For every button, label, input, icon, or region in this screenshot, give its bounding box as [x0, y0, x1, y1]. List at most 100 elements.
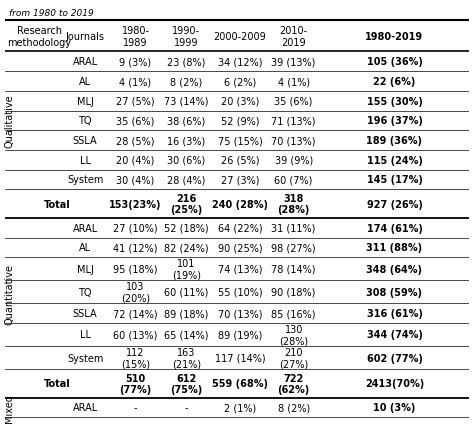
Text: 26 (5%): 26 (5%): [221, 155, 259, 166]
Text: 316 (61%): 316 (61%): [366, 308, 422, 318]
Text: 8 (2%): 8 (2%): [278, 402, 310, 412]
Text: 20 (3%): 20 (3%): [221, 96, 259, 107]
Text: 27 (5%): 27 (5%): [116, 96, 155, 107]
Text: 39 (9%): 39 (9%): [274, 155, 313, 166]
Text: 31 (11%): 31 (11%): [272, 223, 316, 233]
Text: TQ: TQ: [78, 116, 92, 126]
Text: 28 (5%): 28 (5%): [116, 136, 155, 146]
Text: 344 (74%): 344 (74%): [366, 330, 422, 340]
Text: 10 (3%): 10 (3%): [374, 402, 416, 412]
Text: 9 (3%): 9 (3%): [119, 57, 152, 67]
Text: 318
(28%): 318 (28%): [277, 194, 310, 215]
Text: 55 (10%): 55 (10%): [218, 287, 262, 297]
Text: 78 (14%): 78 (14%): [272, 264, 316, 274]
Text: 60 (7%): 60 (7%): [274, 175, 313, 185]
Text: 189 (36%): 189 (36%): [366, 136, 422, 146]
Text: 64 (22%): 64 (22%): [218, 223, 262, 233]
Text: SSLA: SSLA: [73, 308, 98, 318]
Text: 1990-
1999: 1990- 1999: [173, 26, 201, 47]
Text: 72 (14%): 72 (14%): [113, 308, 158, 318]
Text: 39 (13%): 39 (13%): [272, 57, 316, 67]
Text: ARAL: ARAL: [73, 57, 98, 67]
Text: Mixed: Mixed: [4, 393, 14, 422]
Text: 155 (30%): 155 (30%): [366, 96, 422, 107]
Text: 130
(28%): 130 (28%): [279, 324, 308, 345]
Text: 6 (2%): 6 (2%): [224, 77, 256, 87]
Text: 73 (14%): 73 (14%): [164, 96, 209, 107]
Text: Total: Total: [45, 199, 71, 209]
Text: 163
(21%): 163 (21%): [172, 347, 201, 369]
Text: 70 (13%): 70 (13%): [272, 136, 316, 146]
Text: 722
(62%): 722 (62%): [278, 373, 310, 394]
Text: 117 (14%): 117 (14%): [215, 353, 265, 362]
Text: 90 (25%): 90 (25%): [218, 243, 262, 253]
Text: 210
(27%): 210 (27%): [279, 347, 308, 369]
Text: Quantitative: Quantitative: [4, 263, 14, 324]
Text: 27 (10%): 27 (10%): [113, 223, 158, 233]
Text: -: -: [134, 402, 137, 412]
Text: 510
(77%): 510 (77%): [119, 373, 152, 394]
Text: 90 (18%): 90 (18%): [272, 287, 316, 297]
Text: ARAL: ARAL: [73, 223, 98, 233]
Text: LL: LL: [80, 155, 91, 166]
Text: 4 (1%): 4 (1%): [119, 77, 152, 87]
Text: AL: AL: [79, 243, 91, 253]
Text: 27 (3%): 27 (3%): [221, 175, 259, 185]
Text: 28 (4%): 28 (4%): [167, 175, 206, 185]
Text: 74 (13%): 74 (13%): [218, 264, 262, 274]
Text: 1980-
1989: 1980- 1989: [121, 26, 149, 47]
Text: LL: LL: [80, 330, 91, 340]
Text: 927 (26%): 927 (26%): [366, 199, 422, 209]
Text: 85 (16%): 85 (16%): [272, 308, 316, 318]
Text: Total: Total: [45, 378, 71, 388]
Text: Journals: Journals: [65, 32, 105, 42]
Text: 65 (14%): 65 (14%): [164, 330, 209, 340]
Text: 20 (4%): 20 (4%): [116, 155, 155, 166]
Text: 16 (3%): 16 (3%): [167, 136, 206, 146]
Text: 30 (4%): 30 (4%): [117, 175, 155, 185]
Text: 35 (6%): 35 (6%): [274, 96, 313, 107]
Text: 75 (15%): 75 (15%): [218, 136, 263, 146]
Text: MLJ: MLJ: [77, 264, 93, 274]
Text: MLJ: MLJ: [77, 96, 93, 107]
Text: 52 (18%): 52 (18%): [164, 223, 209, 233]
Text: System: System: [67, 175, 103, 185]
Text: -: -: [184, 402, 188, 412]
Text: 559 (68%): 559 (68%): [212, 378, 268, 388]
Text: 2 (1%): 2 (1%): [224, 402, 256, 412]
Text: 145 (17%): 145 (17%): [366, 175, 422, 185]
Text: 308 (59%): 308 (59%): [366, 287, 422, 297]
Text: 2000-2009: 2000-2009: [214, 32, 266, 42]
Text: 153(23%): 153(23%): [109, 199, 162, 209]
Text: 95 (18%): 95 (18%): [113, 264, 158, 274]
Text: 196 (37%): 196 (37%): [366, 116, 422, 126]
Text: 115 (24%): 115 (24%): [366, 155, 422, 166]
Text: 30 (6%): 30 (6%): [167, 155, 206, 166]
Text: 98 (27%): 98 (27%): [271, 243, 316, 253]
Text: 602 (77%): 602 (77%): [366, 353, 422, 362]
Text: 4 (1%): 4 (1%): [278, 77, 310, 87]
Text: 41 (12%): 41 (12%): [113, 243, 158, 253]
Text: 23 (8%): 23 (8%): [167, 57, 206, 67]
Text: 174 (61%): 174 (61%): [366, 223, 422, 233]
Text: 38 (6%): 38 (6%): [167, 116, 206, 126]
Text: 103
(20%): 103 (20%): [121, 281, 150, 303]
Text: ARAL: ARAL: [73, 402, 98, 412]
Text: 71 (13%): 71 (13%): [272, 116, 316, 126]
Text: 52 (9%): 52 (9%): [221, 116, 259, 126]
Text: SSLA: SSLA: [73, 136, 98, 146]
Text: 60 (13%): 60 (13%): [113, 330, 158, 340]
Text: AL: AL: [79, 77, 91, 87]
Text: 89 (18%): 89 (18%): [164, 308, 209, 318]
Text: 101
(19%): 101 (19%): [172, 258, 201, 280]
Text: 82 (24%): 82 (24%): [164, 243, 209, 253]
Text: 240 (28%): 240 (28%): [212, 199, 268, 209]
Text: 105 (36%): 105 (36%): [366, 57, 422, 67]
Text: from 1980 to 2019: from 1980 to 2019: [9, 9, 94, 18]
Text: 34 (12%): 34 (12%): [218, 57, 262, 67]
Text: 112
(15%): 112 (15%): [121, 347, 150, 369]
Text: 35 (6%): 35 (6%): [116, 116, 155, 126]
Text: 8 (2%): 8 (2%): [170, 77, 202, 87]
Text: 70 (13%): 70 (13%): [218, 308, 262, 318]
Text: TQ: TQ: [78, 287, 92, 297]
